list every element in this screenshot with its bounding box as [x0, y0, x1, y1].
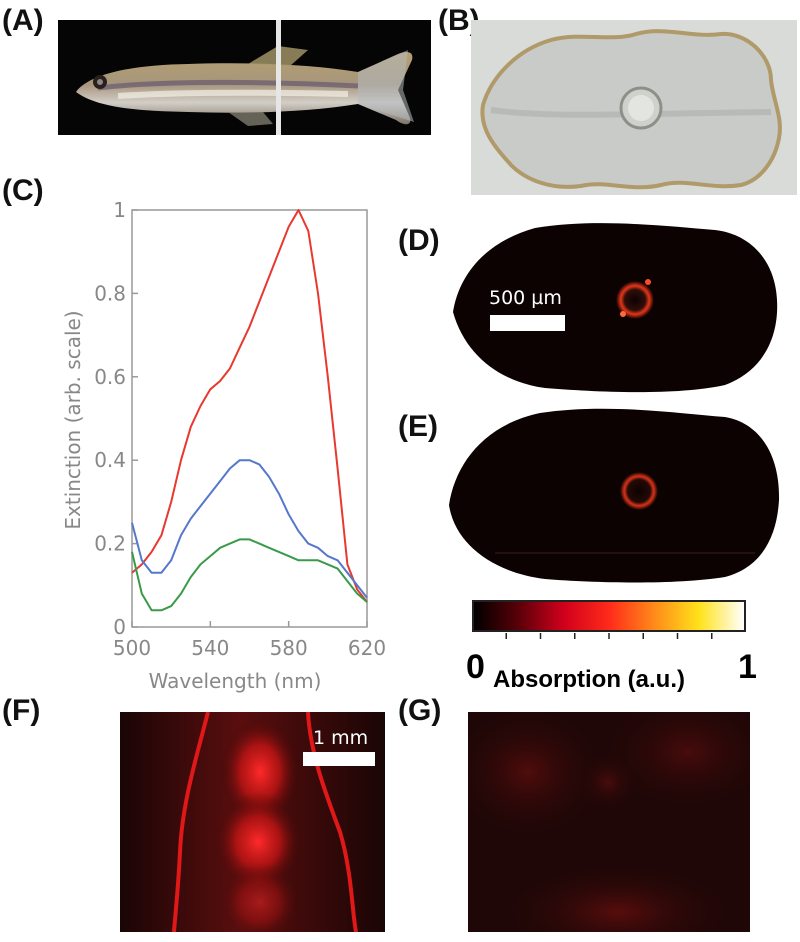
colorbar-min-label: 0 [466, 648, 485, 686]
scale-bar-f [303, 752, 375, 766]
y-tick-label: 0.4 [94, 448, 126, 472]
x-tick-label: 580 [270, 636, 308, 660]
red-spectrum-line [131, 209, 368, 603]
panel-label-e: (E) [398, 410, 438, 443]
y-tick-label: 0.8 [94, 281, 126, 305]
y-tick-label: 1 [113, 198, 126, 222]
scale-bar-f-label: 1 mm [313, 727, 368, 749]
green-spectrum-line [131, 538, 368, 612]
fluorescence-image-g [468, 712, 750, 932]
colorbar-ticks [472, 628, 746, 639]
colorbar-max-label: 1 [738, 648, 757, 686]
blue-spectrum-line [131, 459, 368, 599]
y-axis-label: Extinction (arb. scale) [61, 310, 85, 529]
x-tick-label: 620 [348, 636, 386, 660]
tissue-section-photo [471, 20, 797, 195]
x-axis-label: Wavelength (nm) [149, 669, 322, 693]
absorption-colorbar [472, 600, 746, 632]
panel-label-f: (F) [2, 694, 41, 727]
panel-label-a: (A) [2, 4, 44, 37]
x-tick-label: 540 [191, 636, 229, 660]
scale-bar-d [490, 315, 565, 331]
y-tick-label: 0 [113, 615, 126, 639]
panel-label-g: (G) [398, 694, 442, 727]
y-tick-label: 0.2 [94, 532, 126, 556]
colorbar-title: Absorption (a.u.) [493, 666, 685, 693]
plot-frame [131, 209, 368, 628]
absorption-map-e [445, 405, 800, 585]
zebrafish-photo [58, 20, 431, 135]
y-tick-label: 0.6 [94, 365, 126, 389]
extinction-spectrum-chart: 0 0.2 0.4 0.6 0.8 1 500 540 580 620 Wavelength (… [60, 195, 400, 700]
panel-label-c: (C) [2, 174, 44, 207]
fluorescence-image-f: 1 mm [120, 712, 385, 932]
x-tick-label: 500 [113, 636, 151, 660]
scale-bar-d-label: 500 µm [489, 287, 562, 309]
absorption-map-d: 500 µm [445, 220, 800, 395]
panel-label-d: (D) [398, 224, 440, 257]
